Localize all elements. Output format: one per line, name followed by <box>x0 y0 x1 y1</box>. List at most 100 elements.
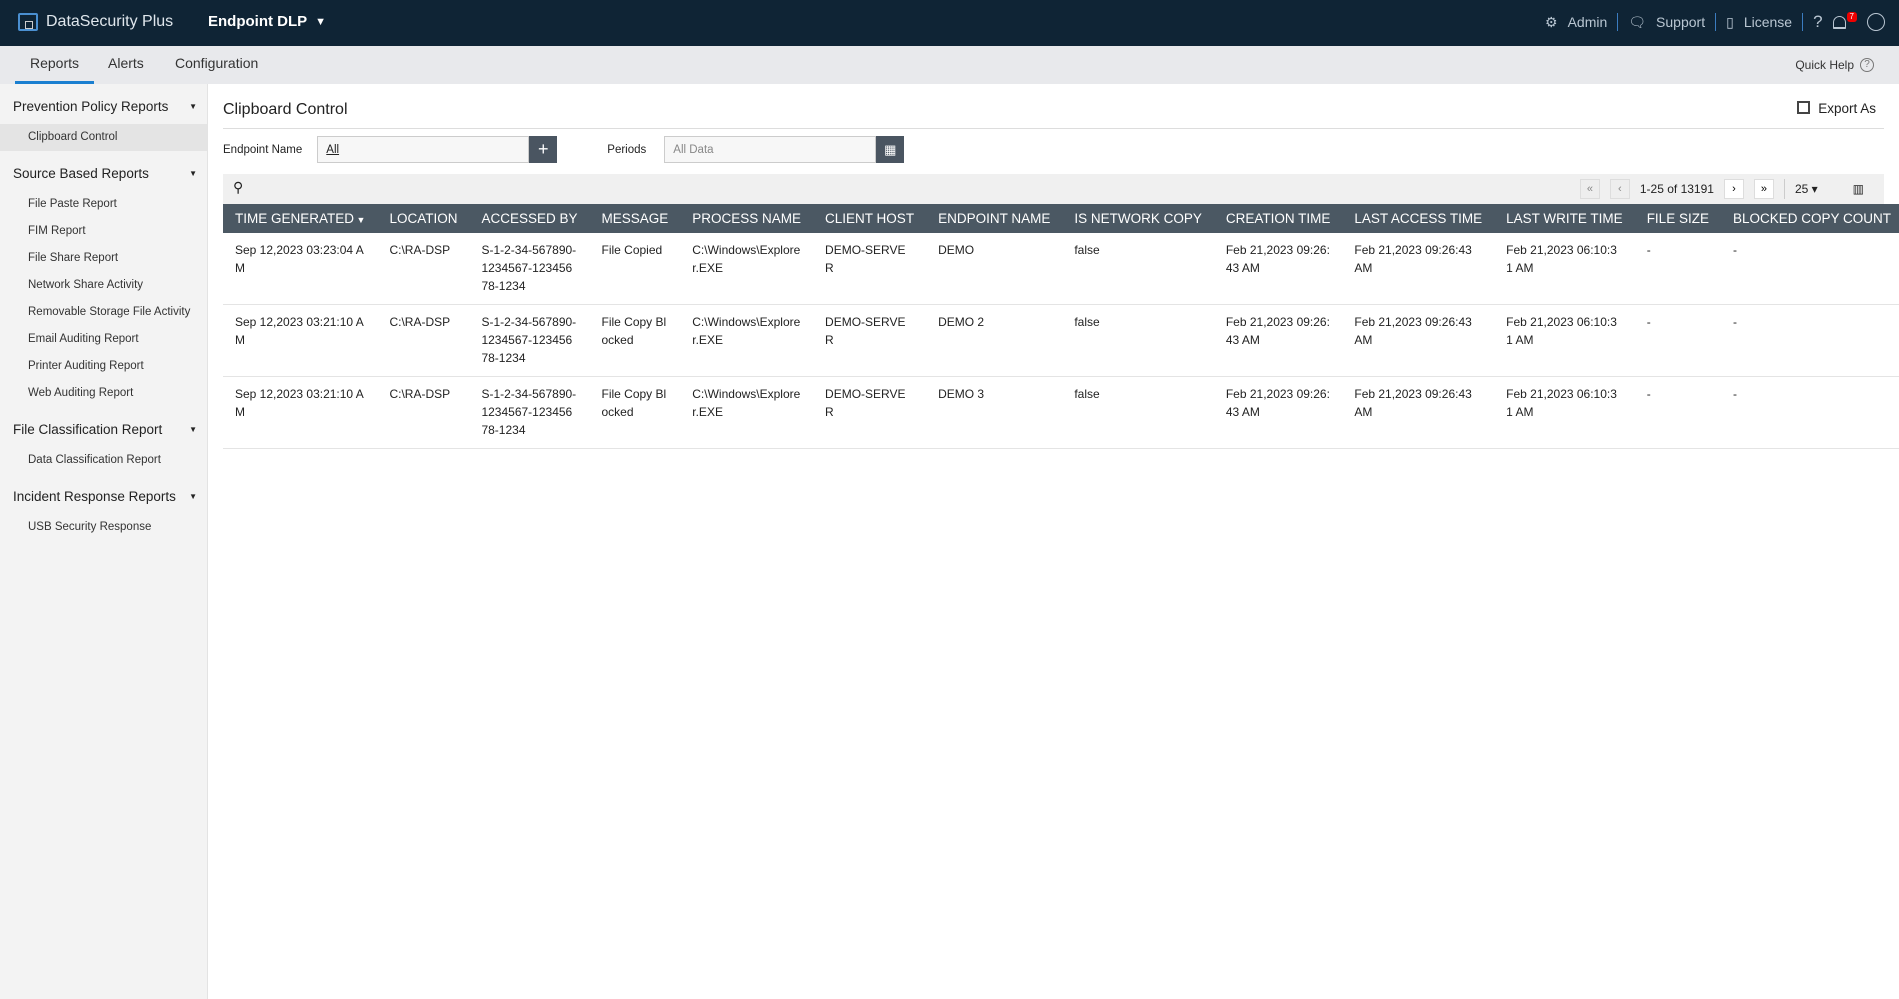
sidebar-group[interactable]: Prevention Policy Reports <box>0 90 207 124</box>
notification-badge: 7 <box>1846 12 1857 22</box>
table-cell: DEMO-SERVER <box>813 304 927 377</box>
table-cell: DEMO <box>926 233 1063 305</box>
column-header[interactable]: PROCESS NAME <box>680 204 814 233</box>
export-icon <box>1797 101 1811 114</box>
first-page-button[interactable]: « <box>1579 179 1600 199</box>
table-row[interactable]: Sep 12,2023 03:21:10 AM C:\RA-DSP S-1-2-34… <box>223 304 1899 377</box>
table-cell: DEMO-SERVER <box>813 233 927 305</box>
sidebar-item[interactable]: FIM Report <box>28 225 86 237</box>
sidebar-item[interactable]: Data Classification Report <box>28 454 161 466</box>
divider <box>1802 13 1804 31</box>
table-cell: C:\Windows\Explorer.EXE <box>680 233 814 305</box>
table-cell: Feb 21,2023 09:26:43 AM <box>1342 233 1495 305</box>
sidebar-item[interactable]: File Paste Report <box>28 198 117 210</box>
top-bar: DataSecurity Plus Endpoint DLP ▼ ⚙ Admin 🗨… <box>0 0 1899 46</box>
support-link[interactable]: Support <box>1656 14 1706 30</box>
chat-icon: 🗨 <box>1628 13 1647 30</box>
sidebar-item[interactable]: USB Security Response <box>28 521 152 533</box>
table-cell: false <box>1062 233 1214 305</box>
search-icon[interactable]: ⚲ <box>233 179 244 195</box>
table-cell: C:\RA-DSP <box>377 376 470 449</box>
sidebar-item[interactable]: Network Share Activity <box>28 279 144 291</box>
table-cell: Sep 12,2023 03:21:10 AM <box>223 376 378 449</box>
column-header[interactable]: CLIENT HOST <box>813 204 927 233</box>
column-header[interactable]: ENDPOINT NAME <box>926 204 1063 233</box>
sidebar-item[interactable]: Email Auditing Report <box>28 333 139 345</box>
column-header[interactable]: ACCESSED BY <box>469 204 590 233</box>
table-cell: Feb 21,2023 09:26:43 AM <box>1342 376 1495 449</box>
table-cell: false <box>1062 304 1214 377</box>
table-cell: Feb 21,2023 06:10:31 AM <box>1494 233 1635 305</box>
column-header-label: BLOCKED COPY COUNT <box>1732 211 1892 226</box>
endpoint-input[interactable]: All <box>317 136 530 163</box>
column-header[interactable]: TIME GENERATED ▼ <box>223 204 378 233</box>
add-endpoint-button[interactable]: + <box>529 136 558 163</box>
table-cell: Feb 21,2023 09:26:43 AM <box>1342 304 1495 377</box>
table-cell: Feb 21,2023 09:26:43 AM <box>1213 233 1343 305</box>
last-page-button[interactable]: » <box>1753 179 1774 199</box>
column-header-label: MESSAGE <box>601 211 669 226</box>
column-header-label: ACCESSED BY <box>481 211 578 226</box>
column-header[interactable]: FILE SIZE <box>1634 204 1721 233</box>
periods-input[interactable]: All Data <box>664 136 877 163</box>
export-button[interactable]: Export As <box>1797 101 1876 116</box>
table-cell: C:\Windows\Explorer.EXE <box>680 376 814 449</box>
gear-icon: ⚙ <box>1545 13 1558 30</box>
sidebar-group[interactable]: Source Based Reports <box>0 157 207 191</box>
brand[interactable]: DataSecurity Plus <box>18 13 173 31</box>
column-header[interactable]: BLOCKED COPY COUNT <box>1720 204 1899 233</box>
periods-label: Periods <box>607 143 647 156</box>
table-cell: Sep 12,2023 03:23:04 AM <box>223 233 378 305</box>
license-link[interactable]: License <box>1743 14 1793 30</box>
table-cell: File Copied <box>589 233 681 305</box>
column-header[interactable]: CREATION TIME <box>1213 204 1343 233</box>
help-icon[interactable]: ? <box>1813 12 1823 31</box>
table-cell: DEMO 3 <box>926 376 1063 449</box>
sort-desc-icon: ▼ <box>354 215 366 225</box>
prev-page-button[interactable]: ‹ <box>1609 179 1630 199</box>
table-cell: S-1-2-34-567890-1234567-12345678-1234 <box>469 304 590 377</box>
sidebar: Prevention Policy ReportsClipboard Contr… <box>0 84 208 999</box>
per-page-select[interactable]: 25 ▾ <box>1794 182 1818 196</box>
column-header-label: CLIENT HOST <box>825 211 915 226</box>
logo-icon <box>18 13 38 31</box>
column-header-label: TIME GENERATED <box>235 211 355 226</box>
tab-alerts[interactable]: Alerts <box>108 55 144 71</box>
column-header[interactable]: LOCATION <box>377 204 470 233</box>
column-header[interactable]: LAST WRITE TIME <box>1494 204 1635 233</box>
column-header[interactable]: IS NETWORK COPY <box>1062 204 1214 233</box>
admin-link[interactable]: Admin <box>1567 14 1608 30</box>
export-label: Export As <box>1818 101 1876 116</box>
sidebar-item[interactable]: Web Auditing Report <box>28 387 134 399</box>
table-cell: DEMO-SERVER <box>813 376 927 449</box>
quick-help[interactable]: Quick Help? <box>1795 58 1874 72</box>
sidebar-item[interactable]: File Share Report <box>28 252 119 264</box>
product-switcher[interactable]: Endpoint DLP ▼ <box>208 13 326 30</box>
sidebar-group[interactable]: File Classification Report <box>0 413 207 447</box>
table-cell: File Copy Blocked <box>589 376 681 449</box>
calendar-button[interactable]: ▦ <box>876 136 905 163</box>
column-header-label: IS NETWORK COPY <box>1074 211 1202 226</box>
table-row[interactable]: Sep 12,2023 03:23:04 AM C:\RA-DSP S-1-2-34… <box>223 233 1899 305</box>
table-row[interactable]: Sep 12,2023 03:21:10 AM C:\RA-DSP S-1-2-34… <box>223 376 1899 449</box>
column-chooser-icon[interactable]: ▥ <box>1852 182 1864 196</box>
sidebar-item[interactable]: Removable Storage File Activity <box>28 306 191 318</box>
user-avatar-icon[interactable] <box>1867 13 1885 31</box>
table-cell: C:\Windows\Explorer.EXE <box>680 304 814 377</box>
column-header[interactable]: MESSAGE <box>589 204 681 233</box>
divider <box>1617 13 1619 31</box>
sidebar-item[interactable]: Clipboard Control <box>0 124 207 151</box>
page-range: 1-25 of 13191 <box>1639 182 1714 196</box>
notifications-button[interactable]: 7 <box>1832 12 1857 32</box>
next-page-button[interactable]: › <box>1723 179 1744 199</box>
tab-reports[interactable]: Reports <box>15 55 95 84</box>
column-header[interactable]: LAST ACCESS TIME <box>1342 204 1495 233</box>
tab-configuration[interactable]: Configuration <box>175 55 259 71</box>
report-table: TIME GENERATED ▼ LOCATION ACCESSED BY MESSA… <box>223 204 1899 449</box>
sidebar-group[interactable]: Incident Response Reports <box>0 480 207 514</box>
quick-help-label: Quick Help <box>1795 58 1854 72</box>
sidebar-item[interactable]: Printer Auditing Report <box>28 360 144 372</box>
per-page-value: 25 <box>1794 182 1809 196</box>
table-cell: Feb 21,2023 09:26:43 AM <box>1213 304 1343 377</box>
table-cell: - <box>1634 376 1721 449</box>
